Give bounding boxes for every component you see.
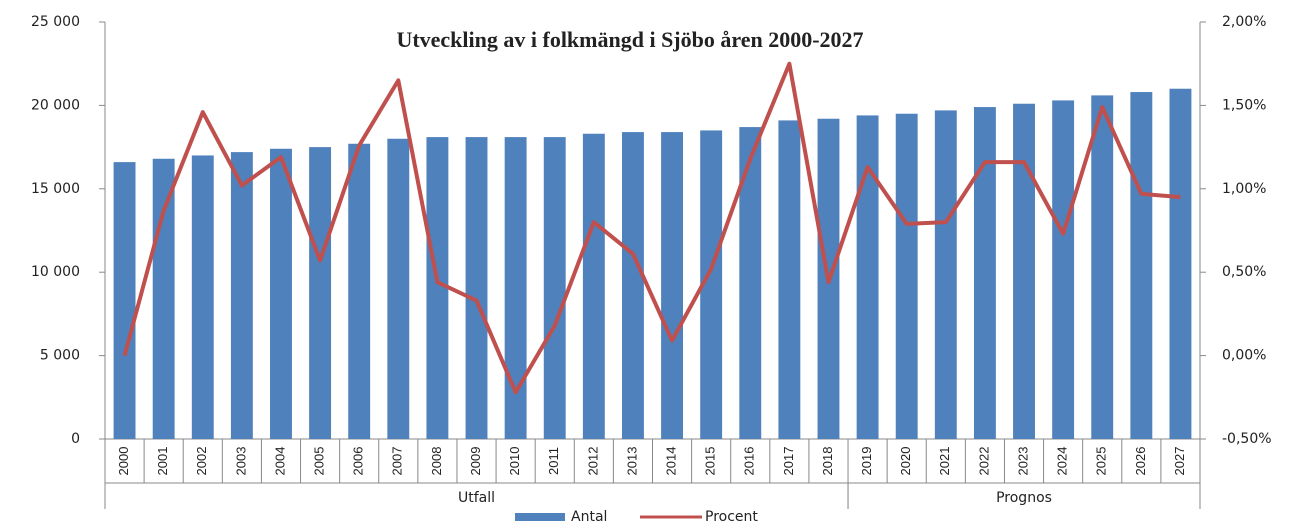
bar: [934, 110, 957, 440]
y2-tick-label: 0,50%: [1222, 264, 1266, 280]
bar: [973, 107, 996, 440]
x-tick-label: 2013: [624, 447, 639, 476]
x-tick-label: 2000: [116, 447, 131, 476]
x-tick-label: 2004: [272, 447, 287, 476]
bar: [504, 137, 527, 440]
bar: [621, 132, 644, 439]
x-tick-label: 2001: [155, 447, 170, 476]
legend-swatch: [515, 513, 565, 521]
x-tick-label: 2016: [742, 447, 757, 476]
chart-title: Utveckling av i folkmängd i Sjöbo åren 2…: [396, 27, 863, 52]
x-tick-label: 2026: [1133, 447, 1148, 476]
group-label: Prognos: [996, 490, 1052, 506]
bar: [309, 147, 332, 439]
bar: [465, 137, 488, 440]
y-tick-label: 25 000: [31, 14, 80, 30]
x-tick-label: 2003: [233, 447, 248, 476]
y2-tick-label: 2,00%: [1222, 14, 1266, 30]
bar: [348, 143, 371, 439]
y-tick-label: 10 000: [31, 264, 80, 280]
bar: [191, 155, 214, 439]
bar: [1052, 100, 1075, 439]
bar: [895, 113, 918, 440]
x-tick-label: 2019: [859, 447, 874, 476]
legend-label: Antal: [571, 509, 607, 524]
legend-label: Procent: [705, 509, 758, 524]
x-tick-label: 2005: [312, 447, 327, 476]
bar: [230, 152, 253, 439]
bar: [1013, 103, 1035, 440]
x-tick-label: 2020: [898, 447, 913, 476]
x-tick-label: 2021: [937, 447, 952, 476]
x-tick-label: 2012: [585, 447, 600, 476]
bar: [856, 115, 879, 440]
y-tick-label: 15 000: [31, 181, 80, 197]
x-tick-label: 2009: [468, 447, 483, 476]
x-tick-label: 2015: [703, 447, 718, 476]
bar: [270, 148, 292, 439]
bar: [739, 127, 762, 440]
y2-tick-label: 0,00%: [1222, 348, 1266, 364]
bar: [113, 162, 136, 439]
group-label: Utfall: [458, 490, 495, 506]
bar: [1169, 88, 1192, 439]
y2-tick-label: 1,50%: [1222, 97, 1266, 113]
y-tick-label: 5 000: [40, 348, 80, 364]
x-tick-label: 2024: [1055, 447, 1070, 476]
bar: [661, 132, 684, 439]
x-tick-label: 2010: [507, 447, 522, 476]
bar: [700, 130, 723, 440]
line-series: [122, 61, 1181, 395]
y2-tick-label: 1,00%: [1222, 181, 1266, 197]
bar: [543, 137, 566, 440]
x-tick-label: 2018: [820, 447, 835, 476]
x-tick-label: 2025: [1094, 447, 1109, 476]
x-tick-label: 2007: [390, 447, 405, 476]
bar: [387, 138, 410, 439]
bar: [152, 158, 175, 439]
bar: [426, 137, 449, 440]
x-tick-label: 2014: [663, 447, 678, 476]
bar: [778, 120, 801, 440]
x-tick-label: 2023: [1015, 447, 1030, 476]
x-tick-label: 2002: [194, 447, 209, 476]
y2-tick-label: -0,50%: [1222, 431, 1272, 447]
bar: [582, 133, 605, 440]
y-tick-label: 20 000: [31, 97, 80, 113]
bar: [1091, 95, 1114, 439]
x-tick-label: 2008: [429, 447, 444, 476]
x-tick-label: 2017: [781, 447, 796, 476]
x-tick-label: 2011: [546, 447, 561, 475]
x-tick-label: 2022: [976, 447, 991, 476]
bar: [1130, 92, 1153, 439]
x-tick-label: 2027: [1172, 447, 1187, 476]
x-tick-label: 2006: [351, 447, 366, 476]
y-tick-label: 0: [71, 431, 80, 447]
